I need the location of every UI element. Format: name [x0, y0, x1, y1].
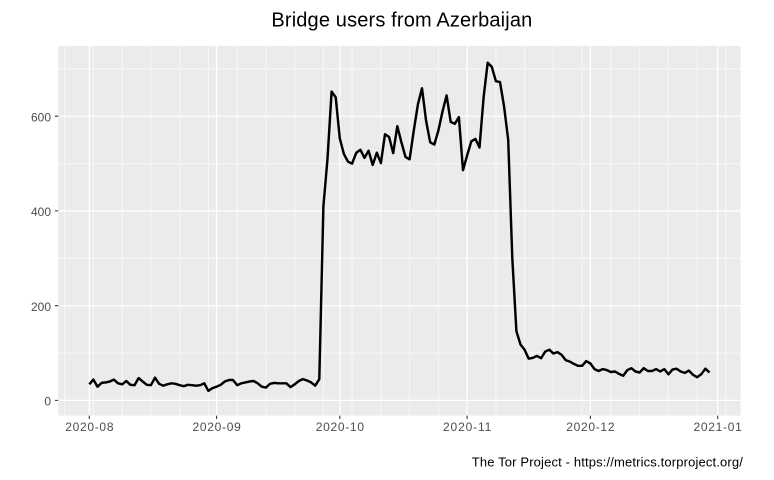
svg-text:0: 0 — [44, 395, 51, 409]
svg-text:The Tor Project - https://metr: The Tor Project - https://metrics.torpro… — [472, 455, 743, 470]
svg-text:2021-01: 2021-01 — [694, 420, 743, 434]
svg-text:2020-08: 2020-08 — [65, 420, 114, 434]
svg-text:2020-12: 2020-12 — [566, 420, 615, 434]
svg-text:200: 200 — [31, 300, 51, 314]
svg-text:600: 600 — [31, 110, 51, 124]
svg-text:2020-09: 2020-09 — [193, 420, 242, 434]
svg-text:Bridge users from Azerbaijan: Bridge users from Azerbaijan — [271, 10, 532, 32]
svg-text:400: 400 — [31, 205, 51, 219]
svg-text:2020-11: 2020-11 — [443, 420, 492, 434]
svg-text:2020-10: 2020-10 — [316, 420, 365, 434]
